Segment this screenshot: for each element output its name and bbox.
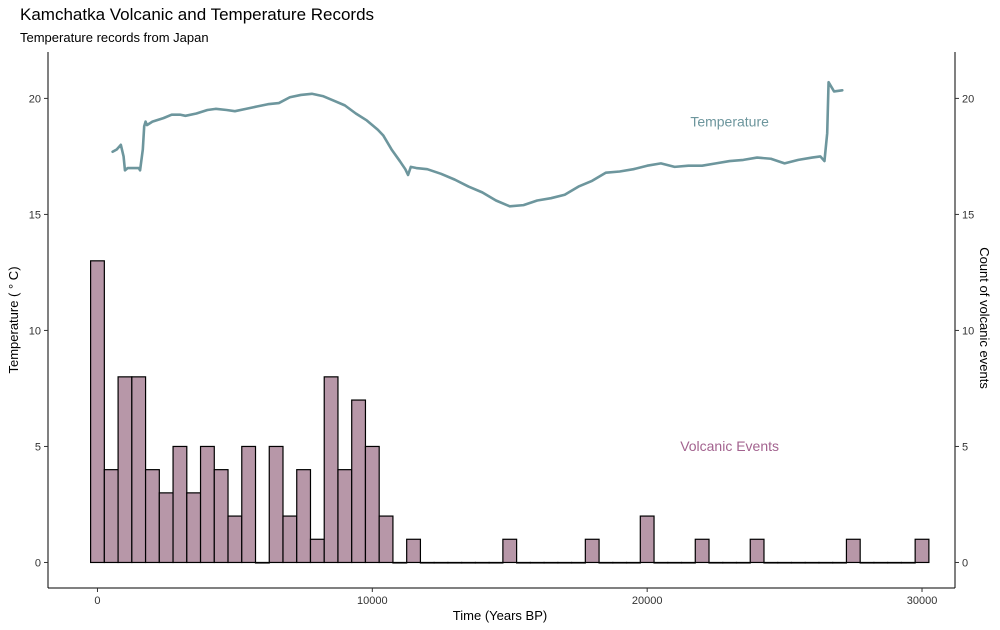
- volcanic-bar: [227, 515, 243, 564]
- volcanic-bar: [337, 469, 353, 564]
- volcanic-bar: [378, 515, 394, 564]
- y-tick-label-right: 15: [962, 209, 974, 221]
- volcanic-bar: [419, 561, 435, 564]
- volcanic-bar: [433, 561, 449, 564]
- volcanic-bar: [859, 561, 875, 564]
- y-tick-label-right: 0: [962, 557, 968, 569]
- volcanic-bar: [639, 515, 655, 564]
- temperature-line: [111, 80, 844, 208]
- volcanic-bar: [296, 469, 312, 564]
- annotation-label: Temperature: [690, 113, 769, 129]
- volcanic-bar: [667, 561, 683, 564]
- annotations: Temperature Volcanic Events: [680, 113, 779, 454]
- volcanic-bar: [461, 561, 476, 564]
- volcanic-bar: [323, 376, 339, 564]
- volcanic-bar: [777, 561, 793, 564]
- x-tick-label: 0: [94, 595, 100, 607]
- y-axis-label-left: Temperature ( ° C): [6, 266, 21, 373]
- volcanic-bars: [90, 260, 930, 564]
- volcanic-bar: [309, 538, 325, 564]
- chart-title: Kamchatka Volcanic and Temperature Recor…: [20, 5, 374, 24]
- volcanic-bar: [392, 561, 408, 564]
- volcanic-bar: [144, 469, 160, 564]
- volcanic-bar: [90, 260, 105, 564]
- y-tick-label-left: 10: [29, 325, 41, 337]
- temperature-line-layer: [111, 80, 844, 208]
- volcanic-bar: [598, 561, 614, 564]
- volcanic-bar: [763, 561, 779, 564]
- x-tick-label: 30000: [907, 595, 938, 607]
- x-tick-label: 10000: [357, 595, 388, 607]
- volcanic-bar: [914, 538, 930, 564]
- x-axis-label: Time (Years BP): [453, 608, 547, 623]
- volcanic-bar: [543, 561, 559, 564]
- volcanic-bar: [900, 561, 916, 564]
- volcanic-bar: [364, 445, 380, 564]
- annotation-label: Volcanic Events: [680, 438, 779, 454]
- volcanic-bar: [557, 561, 573, 564]
- y-tick-label-left: 0: [35, 557, 41, 569]
- volcanic-bar: [172, 445, 188, 564]
- volcanic-bar: [653, 561, 669, 564]
- volcanic-bar: [213, 469, 229, 564]
- volcanic-bar: [131, 376, 147, 564]
- volcanic-bar: [790, 561, 806, 564]
- volcanic-bar: [832, 561, 848, 564]
- volcanic-bar: [406, 538, 422, 564]
- volcanic-bar: [625, 561, 641, 564]
- volcanic-bar: [612, 561, 628, 564]
- volcanic-bar: [103, 469, 119, 564]
- y-axis-label-right: Count of volcanic events: [977, 247, 992, 389]
- volcanic-bar: [749, 538, 765, 564]
- volcanic-bar: [268, 445, 284, 564]
- volcanic-bar: [502, 538, 518, 564]
- volcanic-bar: [694, 538, 710, 564]
- axes: 0 10000 20000 30000 0 0 5 5 10 10 15 15 20 20: [29, 52, 974, 607]
- volcanic-bar: [474, 561, 490, 564]
- volcanic-bar: [680, 561, 696, 564]
- volcanic-bar: [282, 515, 298, 564]
- volcanic-bar: [722, 561, 738, 564]
- volcanic-bar: [447, 561, 463, 564]
- volcanic-bar: [570, 561, 586, 564]
- chart-subtitle: Temperature records from Japan: [20, 30, 209, 45]
- volcanic-bar: [873, 561, 889, 564]
- volcanic-bar: [584, 538, 600, 564]
- y-tick-label-left: 15: [29, 209, 41, 221]
- volcanic-bar: [158, 492, 174, 564]
- y-tick-label-right: 5: [962, 441, 968, 453]
- volcanic-bar: [488, 561, 504, 564]
- volcanic-bar: [351, 399, 367, 564]
- volcanic-bar: [241, 445, 257, 564]
- volcanic-bar: [529, 561, 545, 564]
- volcanic-bar: [186, 492, 202, 564]
- x-tick-label: 20000: [632, 595, 663, 607]
- volcanic-bar: [735, 561, 751, 564]
- volcanic-bar: [708, 561, 724, 564]
- y-tick-label-left: 20: [29, 93, 41, 105]
- volcanic-bar: [254, 561, 270, 564]
- volcanic-bar: [818, 561, 834, 564]
- volcanic-bar: [887, 561, 903, 564]
- volcanic-bar: [199, 445, 215, 564]
- volcanic-bar: [516, 561, 531, 564]
- volcanic-bar: [804, 561, 820, 564]
- y-tick-label-right: 10: [962, 325, 974, 337]
- y-tick-label-left: 5: [35, 441, 41, 453]
- y-tick-label-right: 20: [962, 93, 974, 105]
- volcanic-bar: [117, 376, 133, 564]
- volcanic-bar: [845, 538, 861, 564]
